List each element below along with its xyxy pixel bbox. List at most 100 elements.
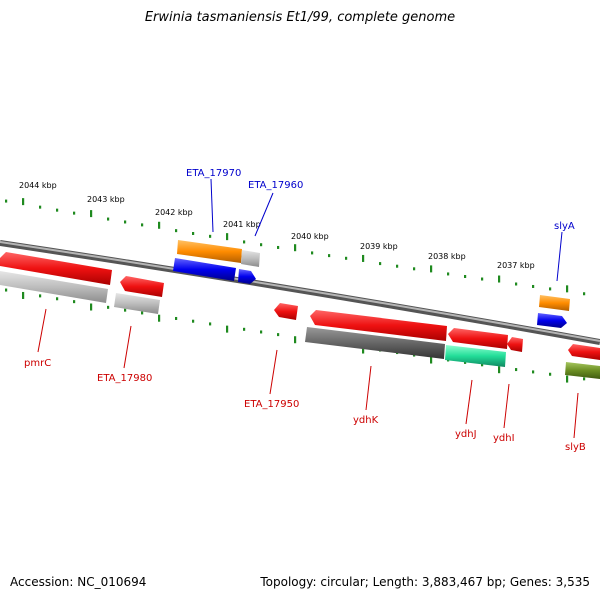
gene-labels-top: ETA_17970 ETA_17960 slyA [186, 168, 575, 232]
gene-slyb-olive[interactable] [565, 362, 600, 379]
gene-label-eta17950: ETA_17950 [244, 399, 299, 410]
gene-label-slya: slyA [554, 221, 575, 232]
minor-tick [56, 297, 59, 301]
major-tick [226, 325, 229, 333]
scale-label: 2037 kbp [497, 261, 535, 270]
gene-slyb-red[interactable] [568, 344, 600, 360]
gene-eta17960-grey[interactable] [241, 250, 260, 267]
minor-tick [5, 288, 8, 292]
gene-ydhi-red[interactable] [507, 337, 523, 352]
gene-eta17970-orange[interactable] [177, 240, 242, 263]
minor-tick [107, 305, 110, 309]
minor-tick [549, 372, 552, 376]
scale-label: 2043 kbp [87, 195, 125, 204]
major-tick [362, 254, 365, 262]
minor-tick [532, 370, 535, 374]
gene-slya-blue[interactable] [537, 313, 567, 328]
minor-tick [345, 256, 348, 260]
minor-tick [583, 377, 586, 381]
minor-tick [277, 333, 280, 337]
minor-tick [515, 368, 518, 372]
major-tick [226, 233, 229, 241]
minor-tick [192, 319, 195, 323]
leader-lines-bottom [37, 308, 579, 439]
gene-label-ydhj: ydhJ [455, 429, 477, 440]
gene-eta17970-blue[interactable] [173, 258, 236, 281]
gene-labels-bottom: pmrC ETA_17980 ETA_17950 ydhK ydhJ ydhI … [24, 358, 586, 453]
minor-tick [124, 308, 127, 312]
minor-tick [141, 311, 144, 315]
minor-tick [73, 211, 76, 215]
scale-ticks-top [5, 198, 586, 296]
gene-label-ydhk: ydhK [353, 415, 379, 426]
major-tick [22, 291, 25, 299]
major-tick [498, 366, 501, 374]
minor-tick [260, 330, 263, 334]
minor-tick [481, 363, 484, 367]
scale-label: 2041 kbp [223, 220, 261, 229]
minor-tick [464, 360, 467, 364]
minor-tick [260, 243, 263, 247]
minor-tick [5, 199, 8, 203]
leader-lines-top [210, 178, 563, 282]
gene-eta17980-red[interactable] [120, 276, 164, 297]
accession-text: Accession: NC_010694 [10, 575, 147, 589]
minor-tick [107, 217, 110, 221]
page-title: Erwinia tasmaniensis Et1/99, complete ge… [144, 10, 456, 25]
gene-eta17980-grey[interactable] [114, 293, 160, 314]
scale-label: 2038 kbp [428, 252, 466, 261]
major-tick [158, 221, 161, 229]
gene-label-ydhi: ydhI [493, 433, 515, 444]
minor-tick [39, 294, 42, 298]
minor-tick [175, 316, 178, 320]
minor-tick [141, 223, 144, 227]
gene-label-slyb: slyB [565, 442, 586, 453]
topology-text: Topology: circular; Length: 3,883,467 bp… [260, 575, 590, 589]
major-tick [430, 356, 433, 364]
minor-tick [413, 267, 416, 271]
minor-tick [311, 251, 314, 255]
major-tick [294, 336, 297, 344]
scale-label: 2040 kbp [291, 232, 329, 241]
gene-ydhk-red[interactable] [310, 310, 447, 341]
scale-label: 2039 kbp [360, 242, 398, 251]
gene-pmrc-red[interactable] [0, 252, 112, 285]
gene-ydhj-teal[interactable] [445, 345, 506, 367]
gene-track-top [173, 240, 570, 328]
minor-tick [124, 220, 127, 224]
scale-label: 2044 kbp [19, 181, 57, 190]
gene-label-pmrc: pmrC [24, 358, 51, 369]
gene-ydhj-red[interactable] [448, 328, 508, 349]
major-tick [566, 285, 569, 293]
gene-label-eta17980: ETA_17980 [97, 373, 152, 384]
major-tick [566, 375, 569, 383]
major-tick [498, 275, 501, 283]
minor-tick [39, 205, 42, 209]
scale-labels: 2044 kbp 2043 kbp 2042 kbp 2041 kbp 2040… [19, 181, 535, 270]
minor-tick [175, 229, 178, 233]
gene-label-eta17960: ETA_17960 [248, 180, 303, 191]
gene-slya-orange[interactable] [539, 295, 570, 311]
minor-tick [243, 240, 246, 244]
gene-pmrc-grey[interactable] [0, 271, 108, 303]
major-tick [158, 314, 161, 322]
minor-tick [549, 287, 552, 291]
major-tick [294, 244, 297, 252]
minor-tick [56, 208, 59, 212]
minor-tick [73, 300, 76, 304]
gene-label-eta17970: ETA_17970 [186, 168, 241, 179]
major-tick [22, 198, 25, 206]
major-tick [362, 346, 365, 354]
minor-tick [396, 264, 399, 268]
gene-eta17950-red[interactable] [274, 303, 298, 320]
minor-tick [481, 277, 484, 281]
gene-track-bottom [0, 252, 600, 379]
gene-eta17960-blue[interactable] [238, 269, 256, 284]
minor-tick [277, 245, 280, 249]
gene-ydhk-dark[interactable] [305, 327, 445, 359]
minor-tick [379, 262, 382, 266]
major-tick [90, 303, 93, 311]
minor-tick [243, 327, 246, 331]
minor-tick [532, 284, 535, 288]
